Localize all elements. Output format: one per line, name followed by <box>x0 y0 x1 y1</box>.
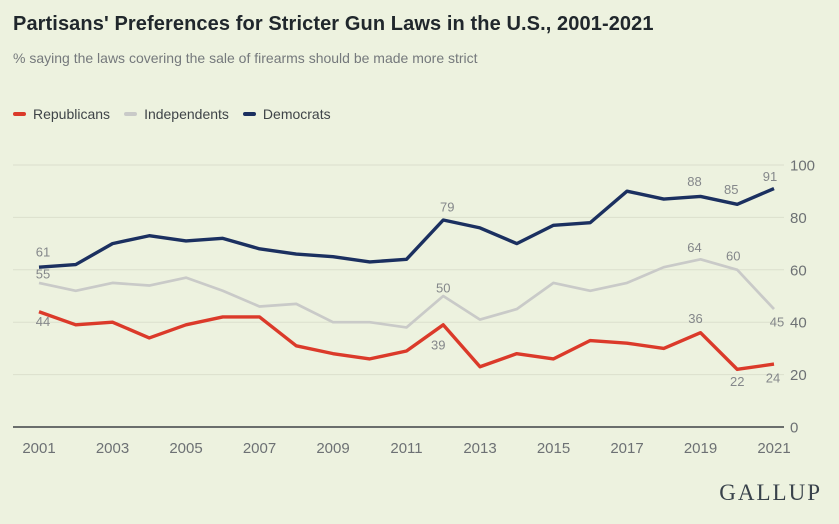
democrats-value-label: 85 <box>724 182 738 197</box>
legend-item-democrats: Democrats <box>242 106 331 122</box>
gallup-logo: GALLUP <box>719 480 822 505</box>
legend-label: Democrats <box>262 106 331 122</box>
democrats-value-label: 79 <box>440 200 454 215</box>
independents-value-label: 45 <box>770 315 784 330</box>
republicans-value-label: 24 <box>766 371 780 386</box>
y-tick-label: 100 <box>790 158 815 175</box>
legend-label: Republicans <box>33 106 111 122</box>
independents-line <box>38 257 775 329</box>
y-tick-label: 60 <box>790 262 807 279</box>
x-tick-label: 2019 <box>684 440 717 457</box>
independents-value-label: 55 <box>36 266 50 281</box>
democrats-value-label: 88 <box>687 174 701 189</box>
democrats-value-label: 61 <box>36 245 50 260</box>
democrats-value-label: 91 <box>763 169 777 184</box>
independents-value-label: 50 <box>436 281 450 296</box>
x-tick-label: 2017 <box>610 440 643 457</box>
legend-item-independents: Independents <box>124 106 229 122</box>
x-tick-label: 2005 <box>169 440 202 457</box>
x-tick-label: 2015 <box>537 440 570 457</box>
x-tick-label: 2007 <box>243 440 276 457</box>
y-tick-label: 0 <box>790 420 798 437</box>
x-tick-label: 2003 <box>96 440 129 457</box>
republicans-value-label: 36 <box>688 311 702 326</box>
x-tick-label: 2021 <box>757 440 790 457</box>
independents-line-swatch <box>124 112 138 116</box>
democrats-line-swatch <box>242 112 256 116</box>
republicans-value-label: 44 <box>36 314 50 329</box>
independents-value-label: 64 <box>687 240 701 255</box>
x-tick-label: 2001 <box>22 440 55 457</box>
x-tick-label: 2013 <box>463 440 496 457</box>
legend-label: Independents <box>144 106 229 122</box>
independents-value-label: 60 <box>726 248 740 263</box>
chart-subtitle: % saying the laws covering the sale of f… <box>13 50 478 66</box>
y-tick-label: 80 <box>790 210 807 227</box>
legend-item-republicans: Republicans <box>13 106 110 122</box>
x-tick-label: 2011 <box>390 440 422 457</box>
chart-title: Partisans' Preferences for Stricter Gun … <box>13 13 654 35</box>
republicans-value-label: 39 <box>431 337 445 352</box>
y-tick-label: 40 <box>790 315 807 332</box>
democrats-line <box>38 187 775 269</box>
republicans-line <box>38 310 775 372</box>
chart-legend: Republicans Independents Democrats <box>13 106 331 122</box>
republicans-value-label: 22 <box>730 374 744 389</box>
x-tick-label: 2009 <box>316 440 349 457</box>
republicans-line-swatch <box>13 112 26 116</box>
y-tick-label: 20 <box>790 367 807 384</box>
